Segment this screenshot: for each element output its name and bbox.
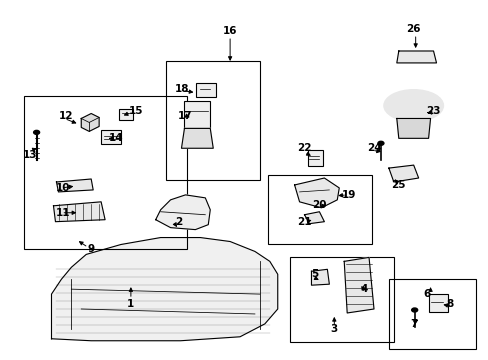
Ellipse shape — [411, 308, 417, 312]
Bar — [307, 150, 323, 166]
Text: 16: 16 — [223, 26, 237, 36]
Text: 25: 25 — [391, 180, 405, 190]
Text: 9: 9 — [87, 244, 95, 255]
Polygon shape — [396, 51, 436, 63]
Text: 22: 22 — [297, 143, 311, 153]
Polygon shape — [51, 238, 277, 341]
Text: 1: 1 — [127, 299, 134, 309]
Polygon shape — [344, 257, 373, 313]
Text: 11: 11 — [56, 208, 70, 218]
Text: 12: 12 — [59, 111, 74, 121]
Polygon shape — [181, 129, 213, 148]
Ellipse shape — [34, 130, 40, 134]
Text: 15: 15 — [128, 105, 143, 116]
Text: 6: 6 — [422, 289, 429, 299]
Polygon shape — [311, 269, 328, 285]
Bar — [427, 294, 447, 312]
Bar — [184, 100, 210, 129]
Bar — [289, 257, 393, 342]
Ellipse shape — [383, 90, 443, 121]
Polygon shape — [53, 202, 105, 222]
Polygon shape — [155, 195, 210, 230]
Text: 18: 18 — [175, 84, 189, 94]
Polygon shape — [294, 178, 339, 208]
Text: 4: 4 — [360, 284, 367, 294]
Bar — [119, 109, 133, 121]
Bar — [24, 96, 187, 249]
Polygon shape — [304, 212, 324, 224]
Ellipse shape — [377, 141, 383, 145]
Text: 21: 21 — [297, 217, 311, 227]
Text: 26: 26 — [406, 24, 420, 34]
Text: 5: 5 — [310, 269, 317, 279]
Text: 20: 20 — [311, 200, 326, 210]
Bar — [388, 279, 475, 349]
Text: 7: 7 — [409, 319, 417, 329]
Bar — [165, 61, 259, 180]
Text: 8: 8 — [446, 299, 453, 309]
Polygon shape — [388, 165, 418, 182]
Text: 2: 2 — [175, 217, 182, 227]
Text: 24: 24 — [366, 143, 381, 153]
Text: 10: 10 — [56, 183, 70, 193]
Text: 13: 13 — [22, 150, 37, 160]
Polygon shape — [396, 118, 429, 138]
Text: 14: 14 — [108, 133, 123, 143]
Bar — [196, 83, 216, 96]
Polygon shape — [56, 179, 93, 192]
Bar — [101, 130, 121, 144]
Bar — [267, 175, 371, 244]
Polygon shape — [81, 113, 99, 131]
Text: 23: 23 — [426, 105, 440, 116]
Text: 3: 3 — [330, 324, 337, 334]
Text: 19: 19 — [341, 190, 356, 200]
Text: 17: 17 — [178, 111, 192, 121]
